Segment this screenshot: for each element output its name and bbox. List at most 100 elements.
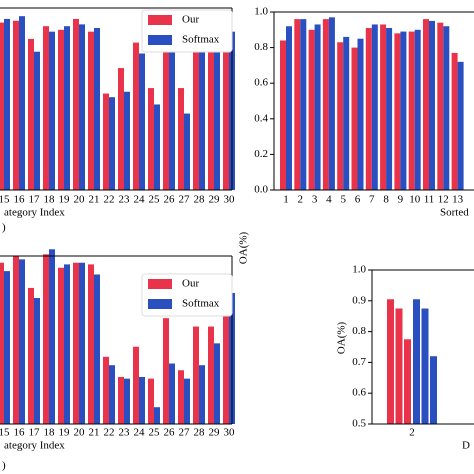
bar [49,249,55,424]
bar [94,28,100,190]
x-axis-label: D [462,440,470,452]
y-tick-label: 0.2 [254,148,268,160]
bar [208,326,214,424]
x-tick-label: 4 [326,194,332,206]
y-tick-label: 0.8 [254,41,268,53]
panel-label: ) [2,460,6,472]
bar [94,274,100,424]
y-tick-label: 1.0 [254,6,268,18]
x-tick-label: 23 [119,427,131,439]
x-tick-label: 20 [74,194,86,206]
legend-label: Our [182,278,199,290]
x-tick-label: 10 [409,194,421,206]
x-tick-label: 1 [283,194,289,206]
x-tick-label: 16 [14,194,26,206]
bar [193,326,199,424]
y-axis-label: OA(%) [336,321,348,354]
x-tick-label: 21 [89,427,100,439]
x-tick-label: 26 [164,427,176,439]
legend-swatch [148,35,172,45]
bar [124,378,130,424]
y-tick-label: 0.8 [352,325,366,337]
bar [184,378,190,424]
bar [133,346,139,424]
x-tick-label: 24 [134,194,146,206]
bar [88,264,94,424]
bar [178,88,184,190]
bar [19,259,25,424]
bar [365,28,372,190]
bar [357,38,364,191]
bar [437,22,444,191]
bar [49,31,55,190]
legend-label: Softmax [182,298,220,310]
bar [13,20,19,190]
bar [300,19,307,191]
bar [4,271,10,424]
bar [380,24,387,191]
bar [214,343,220,424]
x-tick-label: 17 [29,427,41,439]
bar [118,376,124,424]
bar [404,339,411,424]
x-tick-label: 19 [59,194,71,206]
bar [451,52,458,190]
x-tick-label: 15 [0,427,10,439]
legend-swatch [148,15,172,25]
panel-label: ) [2,222,6,234]
bar [133,42,139,190]
bar [19,16,25,190]
y-tick-label: 0.6 [254,77,268,89]
bar [280,40,286,191]
bar [28,38,34,190]
bar [34,51,40,191]
bar [34,298,40,424]
x-axis-label: ategory Index [4,440,65,452]
bar [223,37,229,191]
legend-swatch [148,279,172,289]
x-tick-label: 6 [355,194,361,206]
legend-swatch [148,299,172,309]
bar [351,47,358,190]
bar [178,370,184,424]
bar [371,24,378,191]
bar [394,33,401,190]
x-tick-label: 16 [14,427,26,439]
x-tick-label: 20 [74,427,86,439]
bar [443,26,450,190]
x-tick-label: 2 [298,194,304,206]
bar [328,17,335,191]
bar [314,24,321,191]
bar [386,28,393,190]
bar [208,48,214,190]
bar [387,299,394,424]
bar [79,262,85,424]
x-tick-label: 30 [224,427,236,439]
bar [429,20,435,191]
bar [58,29,64,191]
y-tick-label: 0.0 [254,184,268,196]
x-tick-label: 8 [383,194,389,206]
x-tick-label: 2 [409,427,415,439]
y-tick-label: 1.0 [352,264,366,276]
y-tick-label: 0.6 [352,387,366,399]
legend-label: Our [182,14,199,26]
bar [64,26,70,191]
bar [73,262,79,424]
x-tick-label: 26 [164,194,176,206]
y-tick-label: 0.5 [352,418,366,430]
bar [154,104,160,190]
x-tick-label: 13 [452,194,464,206]
x-tick-label: 12 [438,194,449,206]
x-axis-label: Sorted [440,207,469,219]
bar [13,256,19,424]
x-tick-label: 22 [104,194,115,206]
x-tick-label: 7 [369,194,375,206]
bar [286,26,292,190]
y-tick-label: 0.9 [352,294,366,306]
bar [109,365,115,424]
x-tick-label: 21 [89,194,100,206]
x-tick-label: 29 [209,194,221,206]
bar [148,378,154,424]
